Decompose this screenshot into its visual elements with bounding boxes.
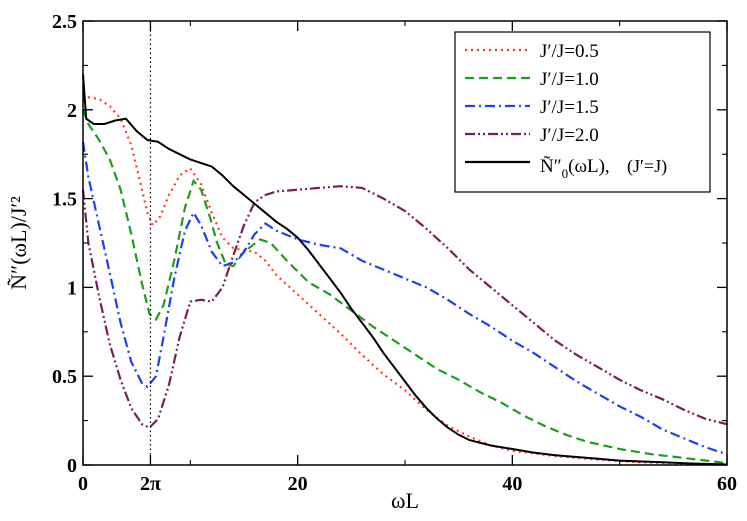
x-tick-label: 40 xyxy=(502,473,522,495)
y-axis-label: Ñ″(ωL)/J′² xyxy=(6,196,31,290)
x-axis-label: ωL xyxy=(391,488,419,513)
y-tick-label: 0.5 xyxy=(52,366,77,388)
series-line-5 xyxy=(82,74,728,466)
y-tick-label: 2 xyxy=(67,100,77,122)
legend-label-3: J′/J=1.5 xyxy=(540,97,599,118)
x-tick-label: 20 xyxy=(288,473,308,495)
legend-items: J′/J=0.5 J′/J=1.0 J′/J=1.5 J′/J=2.0 Ñ″0(ωL),… xyxy=(465,41,667,181)
x-tick-label: 2π xyxy=(140,473,161,495)
y-tick-label: 0 xyxy=(67,455,77,477)
series-layer xyxy=(81,74,728,466)
legend: J′/J=0.5 J′/J=1.0 J′/J=1.5 J′/J=2.0 Ñ″0(ωL),… xyxy=(454,31,711,193)
series-line-2 xyxy=(81,109,728,465)
y-tick-label: 2.5 xyxy=(52,11,77,33)
legend-label-1: J′/J=0.5 xyxy=(540,41,599,62)
x-tick-label: 0 xyxy=(78,473,88,495)
series-line-3 xyxy=(81,141,728,456)
tick-layer xyxy=(82,20,728,466)
legend-label-4: J′/J=2.0 xyxy=(540,125,599,146)
axis-tick-labels: 0 2π 20 40 60 0 0.5 1 1.5 2 2.5 xyxy=(52,11,737,495)
y-tick-label: 1 xyxy=(67,277,77,299)
x-tick-label: 60 xyxy=(717,473,737,495)
legend-label-2: J′/J=1.0 xyxy=(540,69,599,90)
y-tick-label: 1.5 xyxy=(52,189,77,211)
series-line-4 xyxy=(81,185,728,430)
legend-label-5: Ñ″0(ωL), (J′=J) xyxy=(540,155,667,181)
legend-box xyxy=(454,31,711,193)
